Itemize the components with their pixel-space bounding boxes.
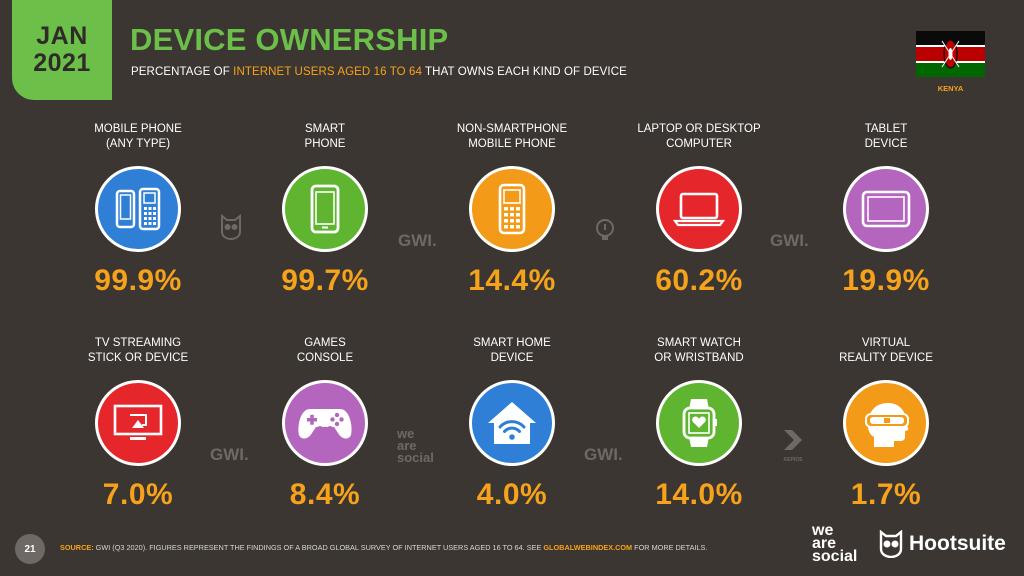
device-percentage: 99.9% — [94, 264, 182, 297]
device-label-line1: LAPTOP OR DESKTOP — [637, 123, 761, 135]
device-label-line2: DEVICE — [864, 138, 908, 150]
device-label-line2: OR WRISTBAND — [654, 352, 744, 364]
source-note: SOURCE: GWI (Q3 2020). FIGURES REPRESENT… — [60, 543, 707, 552]
device-label: TV STREAMING STICK OR DEVICE — [58, 336, 218, 368]
device-label: LAPTOP OR DESKTOP COMPUTER — [619, 122, 779, 154]
device-label: SMART HOME DEVICE — [432, 336, 592, 368]
source-text: GWI (Q3 2020). FIGURES REPRESENT THE FIN… — [93, 543, 544, 552]
hootsuite-label: Hootsuite — [909, 532, 1006, 555]
smartphone-icon — [282, 166, 368, 252]
owl-logo-icon — [879, 530, 903, 558]
device-label-line1: SMART WATCH — [657, 337, 741, 349]
device-card-games-console: GAMES CONSOLE 8.4% — [245, 336, 405, 512]
device-card-smartphone: SMART PHONE 99.7% — [245, 122, 405, 298]
smart-home-icon — [469, 380, 555, 466]
device-card-smart-home: SMART HOME DEVICE 4.0% — [432, 336, 592, 512]
device-card-mobile-phone: MOBILE PHONE (ANY TYPE) 99.9% — [58, 122, 218, 298]
we-are-social-watermark: we are social — [397, 426, 434, 465]
date-month: JAN — [36, 22, 88, 50]
device-label-line2: PHONE — [304, 138, 346, 150]
device-percentage: 7.0% — [102, 478, 174, 511]
gamepad-icon — [282, 380, 368, 466]
device-card-tablet: TABLET DEVICE 19.9% — [806, 122, 966, 298]
feature-phone-icon — [469, 166, 555, 252]
tv-streaming-icon — [95, 380, 181, 466]
brand-are: are — [812, 535, 837, 552]
device-label-line2: REALITY DEVICE — [839, 352, 933, 364]
watermark-are: are — [397, 438, 417, 453]
device-label-line1: TV STREAMING — [94, 337, 182, 349]
device-label: SMART PHONE — [245, 122, 405, 154]
watermark-we: we — [397, 426, 415, 441]
gwi-watermark: GWI. — [584, 445, 623, 464]
device-percentage: 1.7% — [850, 478, 922, 511]
hootsuite-logo: Hootsuite — [878, 530, 1006, 558]
device-label-line2: COMPUTER — [666, 138, 732, 150]
page-title: DEVICE OWNERSHIP — [130, 22, 449, 57]
device-label-line2: STICK OR DEVICE — [87, 352, 189, 364]
bulb-watermark-icon — [594, 216, 616, 247]
page-number: 21 — [15, 534, 45, 564]
laptop-icon — [656, 166, 742, 252]
device-card-laptop: LAPTOP OR DESKTOP COMPUTER 60.2% — [619, 122, 779, 298]
device-label-line1: VIRTUAL — [861, 337, 911, 349]
source-label: SOURCE: — [60, 543, 94, 552]
device-percentage: 19.9% — [842, 264, 930, 297]
device-label-line2: MOBILE PHONE — [468, 138, 556, 150]
device-label-line1: GAMES — [304, 337, 346, 349]
watermark-social: social — [397, 450, 434, 465]
device-percentage: 14.4% — [468, 264, 556, 297]
owl-watermark-icon — [220, 213, 242, 245]
device-label: NON-SMARTPHONE MOBILE PHONE — [432, 122, 592, 154]
device-percentage: 14.0% — [655, 478, 743, 511]
device-label: GAMES CONSOLE — [245, 336, 405, 368]
page-subtitle: PERCENTAGE OF INTERNET USERS AGED 16 TO … — [131, 66, 627, 78]
device-label-line2: CONSOLE — [296, 352, 354, 364]
date-year: 2021 — [33, 49, 91, 77]
kenya-flag-icon — [916, 31, 985, 77]
kepios-label: KEPIOS — [783, 457, 803, 463]
country-label: KENYA — [937, 84, 964, 93]
gwi-watermark: GWI. — [770, 231, 809, 250]
subtitle-pre: PERCENTAGE OF — [131, 66, 234, 78]
device-label-line2: DEVICE — [490, 352, 534, 364]
device-label: VIRTUAL REALITY DEVICE — [806, 336, 966, 368]
device-card-vr-device: VIRTUAL REALITY DEVICE 1.7% — [806, 336, 966, 512]
device-label-line1: TABLET — [864, 123, 908, 135]
device-label-line1: MOBILE PHONE — [94, 123, 182, 135]
gwi-watermark: GWI. — [398, 231, 437, 250]
device-card-smartwatch: SMART WATCH OR WRISTBAND 14.0% — [619, 336, 779, 512]
subtitle-highlight: INTERNET USERS AGED 16 TO 64 — [233, 66, 422, 78]
smartwatch-icon — [656, 380, 742, 466]
gwi-watermark: GWI. — [210, 445, 249, 464]
device-label-line1: SMART — [304, 123, 346, 135]
device-card-tv-streaming: TV STREAMING STICK OR DEVICE 7.0% — [58, 336, 218, 512]
brand-we: we — [812, 522, 834, 539]
device-label-line2: (ANY TYPE) — [105, 138, 171, 150]
subtitle-post: THAT OWNS EACH KIND OF DEVICE — [421, 66, 627, 78]
tablet-icon — [843, 166, 929, 252]
mobile-phones-icon — [95, 166, 181, 252]
device-percentage: 99.7% — [281, 264, 369, 297]
device-label: MOBILE PHONE (ANY TYPE) — [58, 122, 218, 154]
source-end: FOR MORE DETAILS. — [632, 543, 708, 552]
device-percentage: 60.2% — [655, 264, 743, 297]
source-link[interactable]: GLOBALWEBINDEX.COM — [543, 543, 633, 552]
device-label-line1: NON-SMARTPHONE — [456, 123, 568, 135]
device-card-non-smartphone: NON-SMARTPHONE MOBILE PHONE 14.4% — [432, 122, 592, 298]
we-are-social-logo: we are social — [812, 522, 858, 565]
vr-headset-icon — [843, 380, 929, 466]
device-percentage: 4.0% — [476, 478, 548, 511]
device-percentage: 8.4% — [289, 478, 361, 511]
device-label-line1: SMART HOME — [473, 337, 551, 349]
kepios-watermark-icon: KEPIOS — [782, 428, 804, 463]
date-badge: JAN 2021 — [12, 0, 112, 100]
device-label: TABLET DEVICE — [806, 122, 966, 154]
device-label: SMART WATCH OR WRISTBAND — [619, 336, 779, 368]
brand-social: social — [812, 548, 858, 565]
